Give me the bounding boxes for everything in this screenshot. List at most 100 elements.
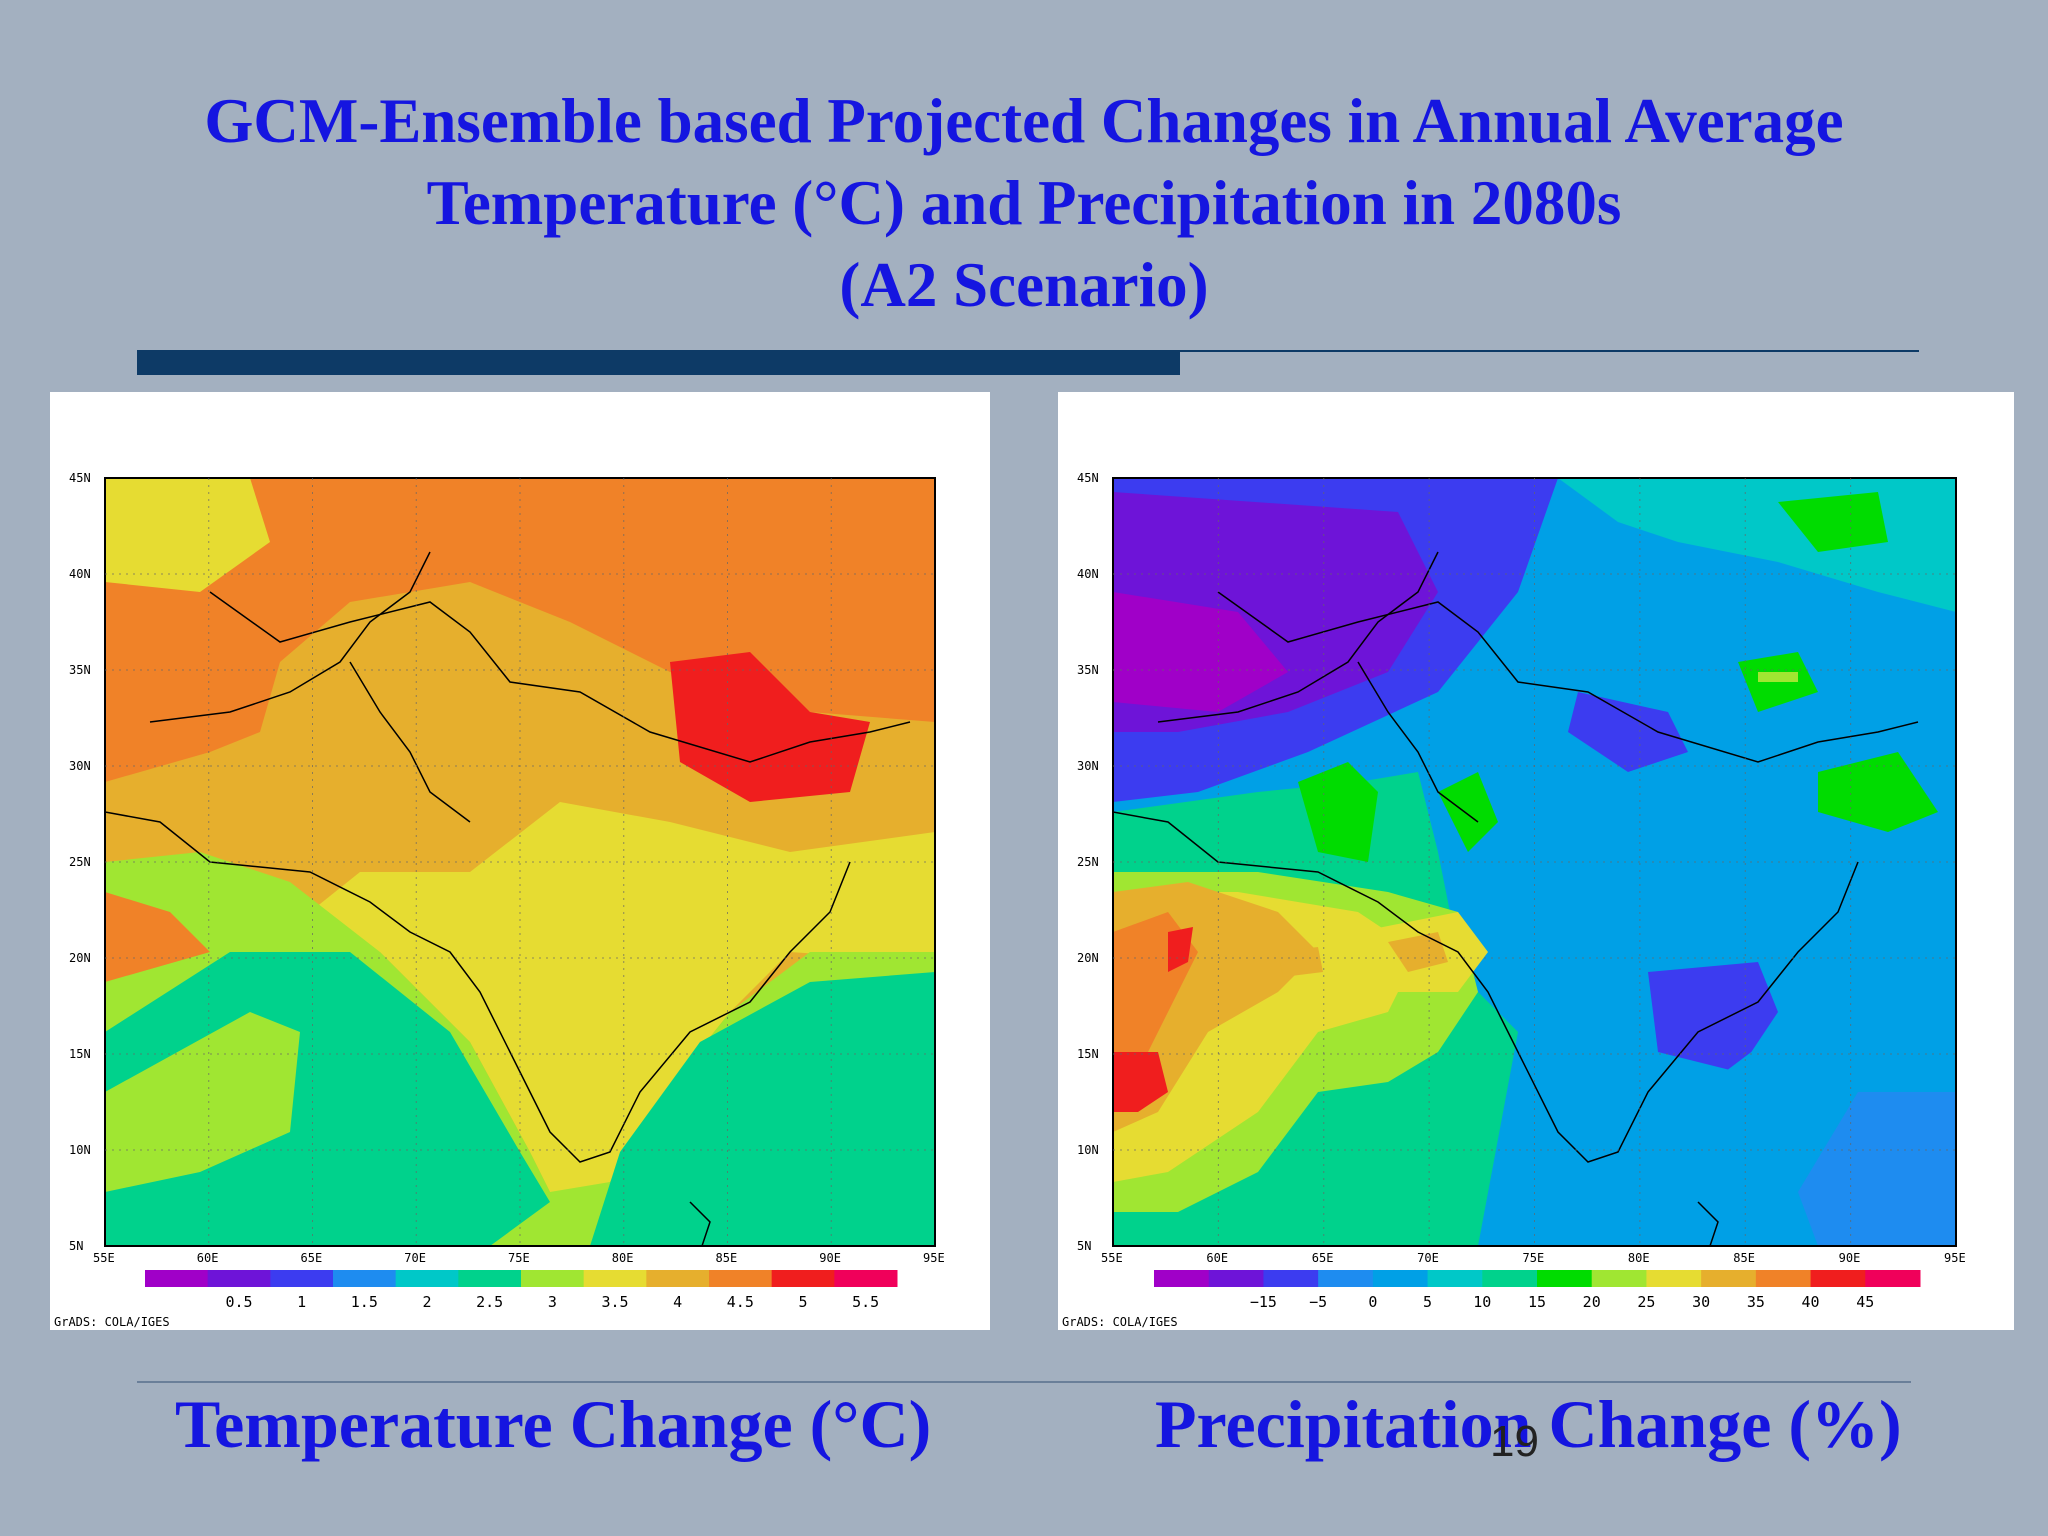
temperature-map: 45N 40N 35N 30N 25N 20N 15N 10N 5N 55E 60E 65E 70E 7… (54, 471, 945, 1329)
temperature-lon-ticks: 55E 60E 65E 70E 75E 80E 85E 90E 95E (93, 1251, 945, 1265)
lat-tick-label: 20N (69, 951, 91, 965)
precipitation-legend (1154, 1270, 1921, 1287)
lat-tick-label: 35N (1077, 663, 1099, 677)
legend-swatch (333, 1270, 397, 1287)
lon-tick-label: 65E (1312, 1251, 1334, 1265)
legend-label: 45 (1856, 1293, 1874, 1311)
lon-tick-label: 80E (1628, 1251, 1650, 1265)
lon-tick-label: 70E (1417, 1251, 1439, 1265)
legend-label: −5 (1309, 1293, 1327, 1311)
slide-title: GCM-Ensemble based Projected Changes in … (0, 80, 2048, 326)
footer-rule (137, 1381, 1911, 1383)
lat-tick-label: 45N (69, 471, 91, 485)
precipitation-lat-ticks: 45N 40N 35N 30N 25N 20N 15N 10N 5N (1077, 471, 1099, 1253)
lon-tick-label: 90E (819, 1251, 841, 1265)
legend-swatch (1318, 1270, 1374, 1287)
legend-swatch (1755, 1270, 1812, 1287)
legend-label: 4 (673, 1293, 682, 1311)
temperature-lat-ticks: 45N 40N 35N 30N 25N 20N 15N 10N 5N (69, 471, 91, 1253)
precipitation-coastlines (1113, 551, 1919, 1246)
slide-number: 19 (1490, 1417, 1539, 1466)
legend-label: 0 (1368, 1293, 1377, 1311)
legend-label: 20 (1583, 1293, 1601, 1311)
temperature-gridlines (105, 478, 935, 1246)
lat-tick-label: 25N (1077, 855, 1099, 869)
legend-swatch (207, 1270, 271, 1287)
legend-swatch (521, 1270, 585, 1287)
temperature-legend-labels: 0.5 1 1.5 2 2.5 3 3.5 4 4.5 5 5.5 (225, 1293, 879, 1311)
legend-swatch (395, 1270, 459, 1287)
precipitation-lon-ticks: 55E 60E 65E 70E 75E 80E 85E 90E 95E (1101, 1251, 1966, 1265)
legend-swatch (1154, 1270, 1210, 1287)
legend-label: 35 (1747, 1293, 1765, 1311)
lon-tick-label: 55E (93, 1251, 115, 1265)
lon-tick-label: 95E (923, 1251, 945, 1265)
temperature-coastlines (105, 551, 911, 1246)
lon-tick-label: 85E (1733, 1251, 1755, 1265)
legend-swatch (771, 1270, 835, 1287)
temperature-legend (145, 1270, 898, 1287)
legend-swatch (1427, 1270, 1483, 1287)
lon-tick-label: 75E (1523, 1251, 1545, 1265)
lat-tick-label: 30N (1077, 759, 1099, 773)
temperature-map-panel: 45N 40N 35N 30N 25N 20N 15N 10N 5N 55E 60E 65E 70E 7… (50, 392, 990, 1330)
legend-label: 4.5 (727, 1293, 754, 1311)
precipitation-caption: Precipitation Change (%) (1155, 1386, 1902, 1462)
legend-swatch (1482, 1270, 1538, 1287)
legend-label: 5 (798, 1293, 807, 1311)
legend-swatch (709, 1270, 773, 1287)
legend-label: 25 (1637, 1293, 1655, 1311)
precipitation-map-panel: 45N 40N 35N 30N 25N 20N 15N 10N 5N 55E 60E 65E 70E 7… (1058, 392, 2014, 1330)
legend-label: 0.5 (225, 1293, 252, 1311)
lon-tick-label: 80E (612, 1251, 634, 1265)
legend-swatch (1537, 1270, 1593, 1287)
legend-label: 2 (422, 1293, 431, 1311)
lon-tick-label: 70E (404, 1251, 426, 1265)
lon-tick-label: 90E (1839, 1251, 1861, 1265)
lat-tick-label: 5N (69, 1239, 83, 1253)
legend-label: 5 (1423, 1293, 1432, 1311)
legend-label: 3.5 (601, 1293, 628, 1311)
lon-tick-label: 65E (301, 1251, 323, 1265)
lon-tick-label: 75E (508, 1251, 530, 1265)
legend-swatch (834, 1270, 898, 1287)
lat-tick-label: 20N (1077, 951, 1099, 965)
lon-tick-label: 60E (197, 1251, 219, 1265)
precipitation-legend-labels: −15 −5 0 5 10 15 20 25 30 35 40 45 (1250, 1293, 1874, 1311)
temperature-caption: Temperature Change (°C) (175, 1386, 932, 1462)
legend-swatch (1646, 1270, 1702, 1287)
lat-tick-label: 30N (69, 759, 91, 773)
legend-label: 1 (297, 1293, 306, 1311)
legend-label: 1.5 (351, 1293, 378, 1311)
lat-tick-label: 5N (1077, 1239, 1091, 1253)
legend-swatch (1591, 1270, 1647, 1287)
legend-label: 10 (1473, 1293, 1491, 1311)
lon-tick-label: 85E (716, 1251, 738, 1265)
lat-tick-label: 40N (69, 567, 91, 581)
lon-tick-label: 55E (1101, 1251, 1123, 1265)
legend-swatch (583, 1270, 647, 1287)
legend-swatch (1865, 1270, 1921, 1287)
legend-swatch (145, 1270, 209, 1287)
legend-swatch (1810, 1270, 1866, 1287)
legend-label: 2.5 (476, 1293, 503, 1311)
title-accent-line (1180, 350, 1919, 352)
lat-tick-label: 10N (1077, 1143, 1099, 1157)
precipitation-gridlines (1113, 478, 1956, 1246)
lat-tick-label: 15N (1077, 1047, 1099, 1061)
lat-tick-label: 15N (69, 1047, 91, 1061)
title-accent-bar (137, 350, 1180, 375)
legend-swatch (646, 1270, 710, 1287)
lat-tick-label: 25N (69, 855, 91, 869)
lat-tick-label: 40N (1077, 567, 1099, 581)
legend-swatch (1208, 1270, 1264, 1287)
legend-swatch (1372, 1270, 1429, 1287)
lat-tick-label: 45N (1077, 471, 1099, 485)
legend-label: 15 (1528, 1293, 1546, 1311)
title-line-2: Temperature (°C) and Precipitation in 20… (426, 168, 1622, 238)
legend-label: −15 (1250, 1293, 1277, 1311)
lon-tick-label: 60E (1206, 1251, 1228, 1265)
precipitation-map: 45N 40N 35N 30N 25N 20N 15N 10N 5N 55E 60E 65E 70E 7… (1062, 471, 1966, 1329)
legend-label: 5.5 (852, 1293, 879, 1311)
legend-label: 30 (1692, 1293, 1710, 1311)
